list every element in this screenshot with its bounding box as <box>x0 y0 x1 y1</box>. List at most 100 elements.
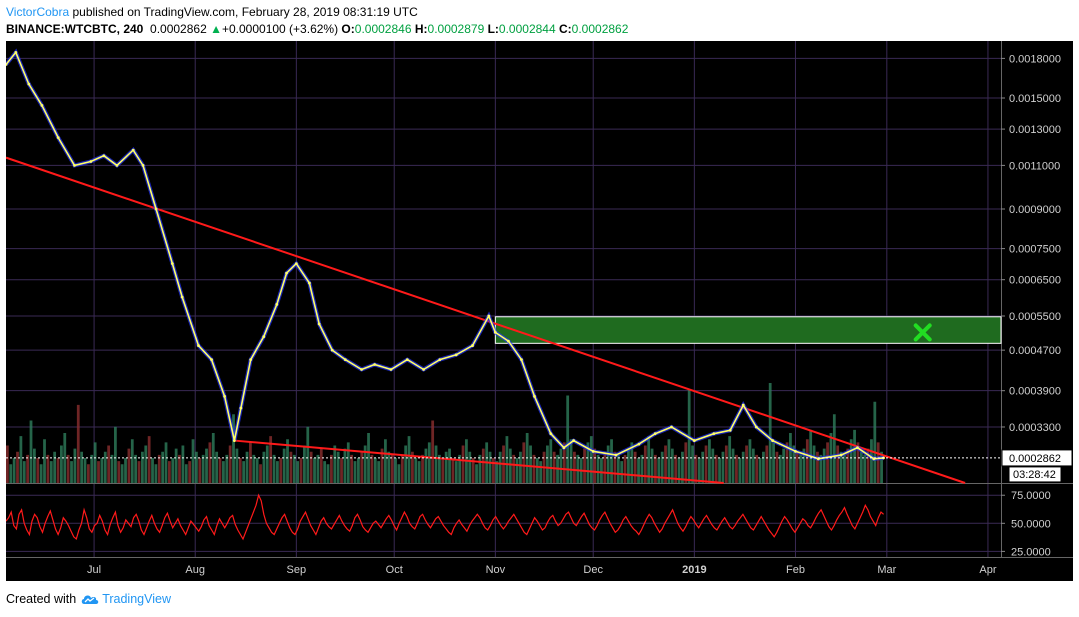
volume-bar <box>799 454 802 483</box>
volume-bar <box>222 461 225 483</box>
price-point <box>454 353 458 357</box>
volume-bar <box>633 451 637 483</box>
price-point <box>405 358 409 361</box>
volume-bar <box>593 448 597 483</box>
volume-bar <box>97 461 100 483</box>
volume-bar <box>792 445 796 483</box>
volume-bar <box>765 445 769 483</box>
volume-bar <box>363 445 367 483</box>
volume-bar <box>596 454 600 483</box>
volume-bar <box>22 461 26 483</box>
volume-bar <box>184 464 188 483</box>
volume-bar <box>640 454 644 483</box>
y-tick-label: 0.0009000 <box>1009 204 1061 216</box>
volume-bar <box>120 464 124 483</box>
volume-bar <box>60 445 63 483</box>
volume-bar <box>650 448 654 483</box>
volume-bar <box>70 461 73 483</box>
x-tick-label: Nov <box>486 564 506 576</box>
volume-bar <box>238 458 242 483</box>
volume-bar <box>708 439 711 483</box>
volume-bar <box>475 464 478 483</box>
volume-bar <box>859 451 863 483</box>
volume-bar <box>569 439 573 483</box>
chart-canvas[interactable]: 0.0018000 0.0015000 0.0013000 0.0011000 0.00… <box>6 41 1073 581</box>
volume-bar <box>647 436 651 483</box>
volume-bar <box>822 448 826 483</box>
price-point <box>692 439 696 442</box>
volume-bar <box>272 454 276 483</box>
price-point <box>40 103 44 107</box>
volume-bar <box>124 458 127 483</box>
close-label: C: <box>559 22 572 36</box>
volume-bar <box>623 454 627 483</box>
volume-bar <box>616 454 620 483</box>
volume-bar <box>93 442 97 483</box>
volume-bar <box>188 461 192 483</box>
volume-bar <box>566 395 570 483</box>
volume-bar <box>168 461 171 483</box>
price-point <box>520 358 523 361</box>
volume-bar <box>16 451 19 483</box>
volume-bar <box>29 420 33 483</box>
author-link[interactable]: VictorCobra <box>6 5 70 19</box>
close-value: 0.0002862 <box>571 22 629 36</box>
volume-bar <box>87 464 90 483</box>
volume-bar <box>880 451 883 483</box>
volume-bar <box>114 426 117 483</box>
volume-bar <box>299 458 303 483</box>
volume-bar <box>353 461 357 483</box>
price-point <box>637 442 641 446</box>
open-label: O: <box>341 22 355 36</box>
price-point <box>794 449 797 453</box>
price-point <box>471 344 474 347</box>
tradingview-link[interactable]: TradingView <box>102 592 171 606</box>
volume-bar <box>407 436 411 483</box>
volume-bar <box>805 439 809 483</box>
volume-bar <box>606 445 610 483</box>
volume-bar <box>235 448 239 483</box>
volume-bar <box>151 458 154 483</box>
price-point <box>360 368 363 371</box>
countdown-label: 03:28:42 <box>1013 469 1056 481</box>
volume-bar <box>33 448 36 483</box>
low-label: L: <box>487 22 499 36</box>
volume-bar <box>417 461 421 483</box>
volume-bar <box>53 451 57 483</box>
volume-bar <box>512 454 516 483</box>
volume-bar <box>276 461 279 483</box>
price-point <box>856 446 859 450</box>
volume-bar <box>758 458 762 483</box>
price-point <box>197 344 200 347</box>
volume-bar <box>343 448 347 483</box>
volume-bar <box>876 442 880 483</box>
volume-bar <box>826 442 829 483</box>
high-label: H: <box>414 22 428 36</box>
price-point <box>728 428 732 432</box>
volume-bar <box>373 458 377 483</box>
price-point <box>307 281 311 285</box>
volume-bar <box>330 454 333 483</box>
volume-bar <box>80 451 84 483</box>
volume-bar <box>289 451 293 483</box>
price-tag-label: 0.0002862 <box>1009 453 1061 465</box>
volume-bar <box>768 383 772 483</box>
volume-bar <box>522 442 526 483</box>
volume-bar <box>357 458 360 483</box>
volume-bar <box>404 445 408 483</box>
volume-bar <box>400 454 404 483</box>
volume-bar <box>775 451 779 483</box>
volume-bar <box>43 439 46 483</box>
volume-bar <box>83 458 87 483</box>
volume-bar <box>367 433 370 483</box>
volume-bar <box>218 458 222 483</box>
volume-bar <box>46 454 50 483</box>
volume-bar <box>103 451 107 483</box>
price-point <box>131 148 135 152</box>
volume-bar <box>812 445 816 483</box>
volume-bar <box>390 454 394 483</box>
price-point <box>210 358 213 361</box>
volume-bar <box>535 458 539 483</box>
volume-bar <box>762 451 765 483</box>
price-point <box>6 63 8 66</box>
